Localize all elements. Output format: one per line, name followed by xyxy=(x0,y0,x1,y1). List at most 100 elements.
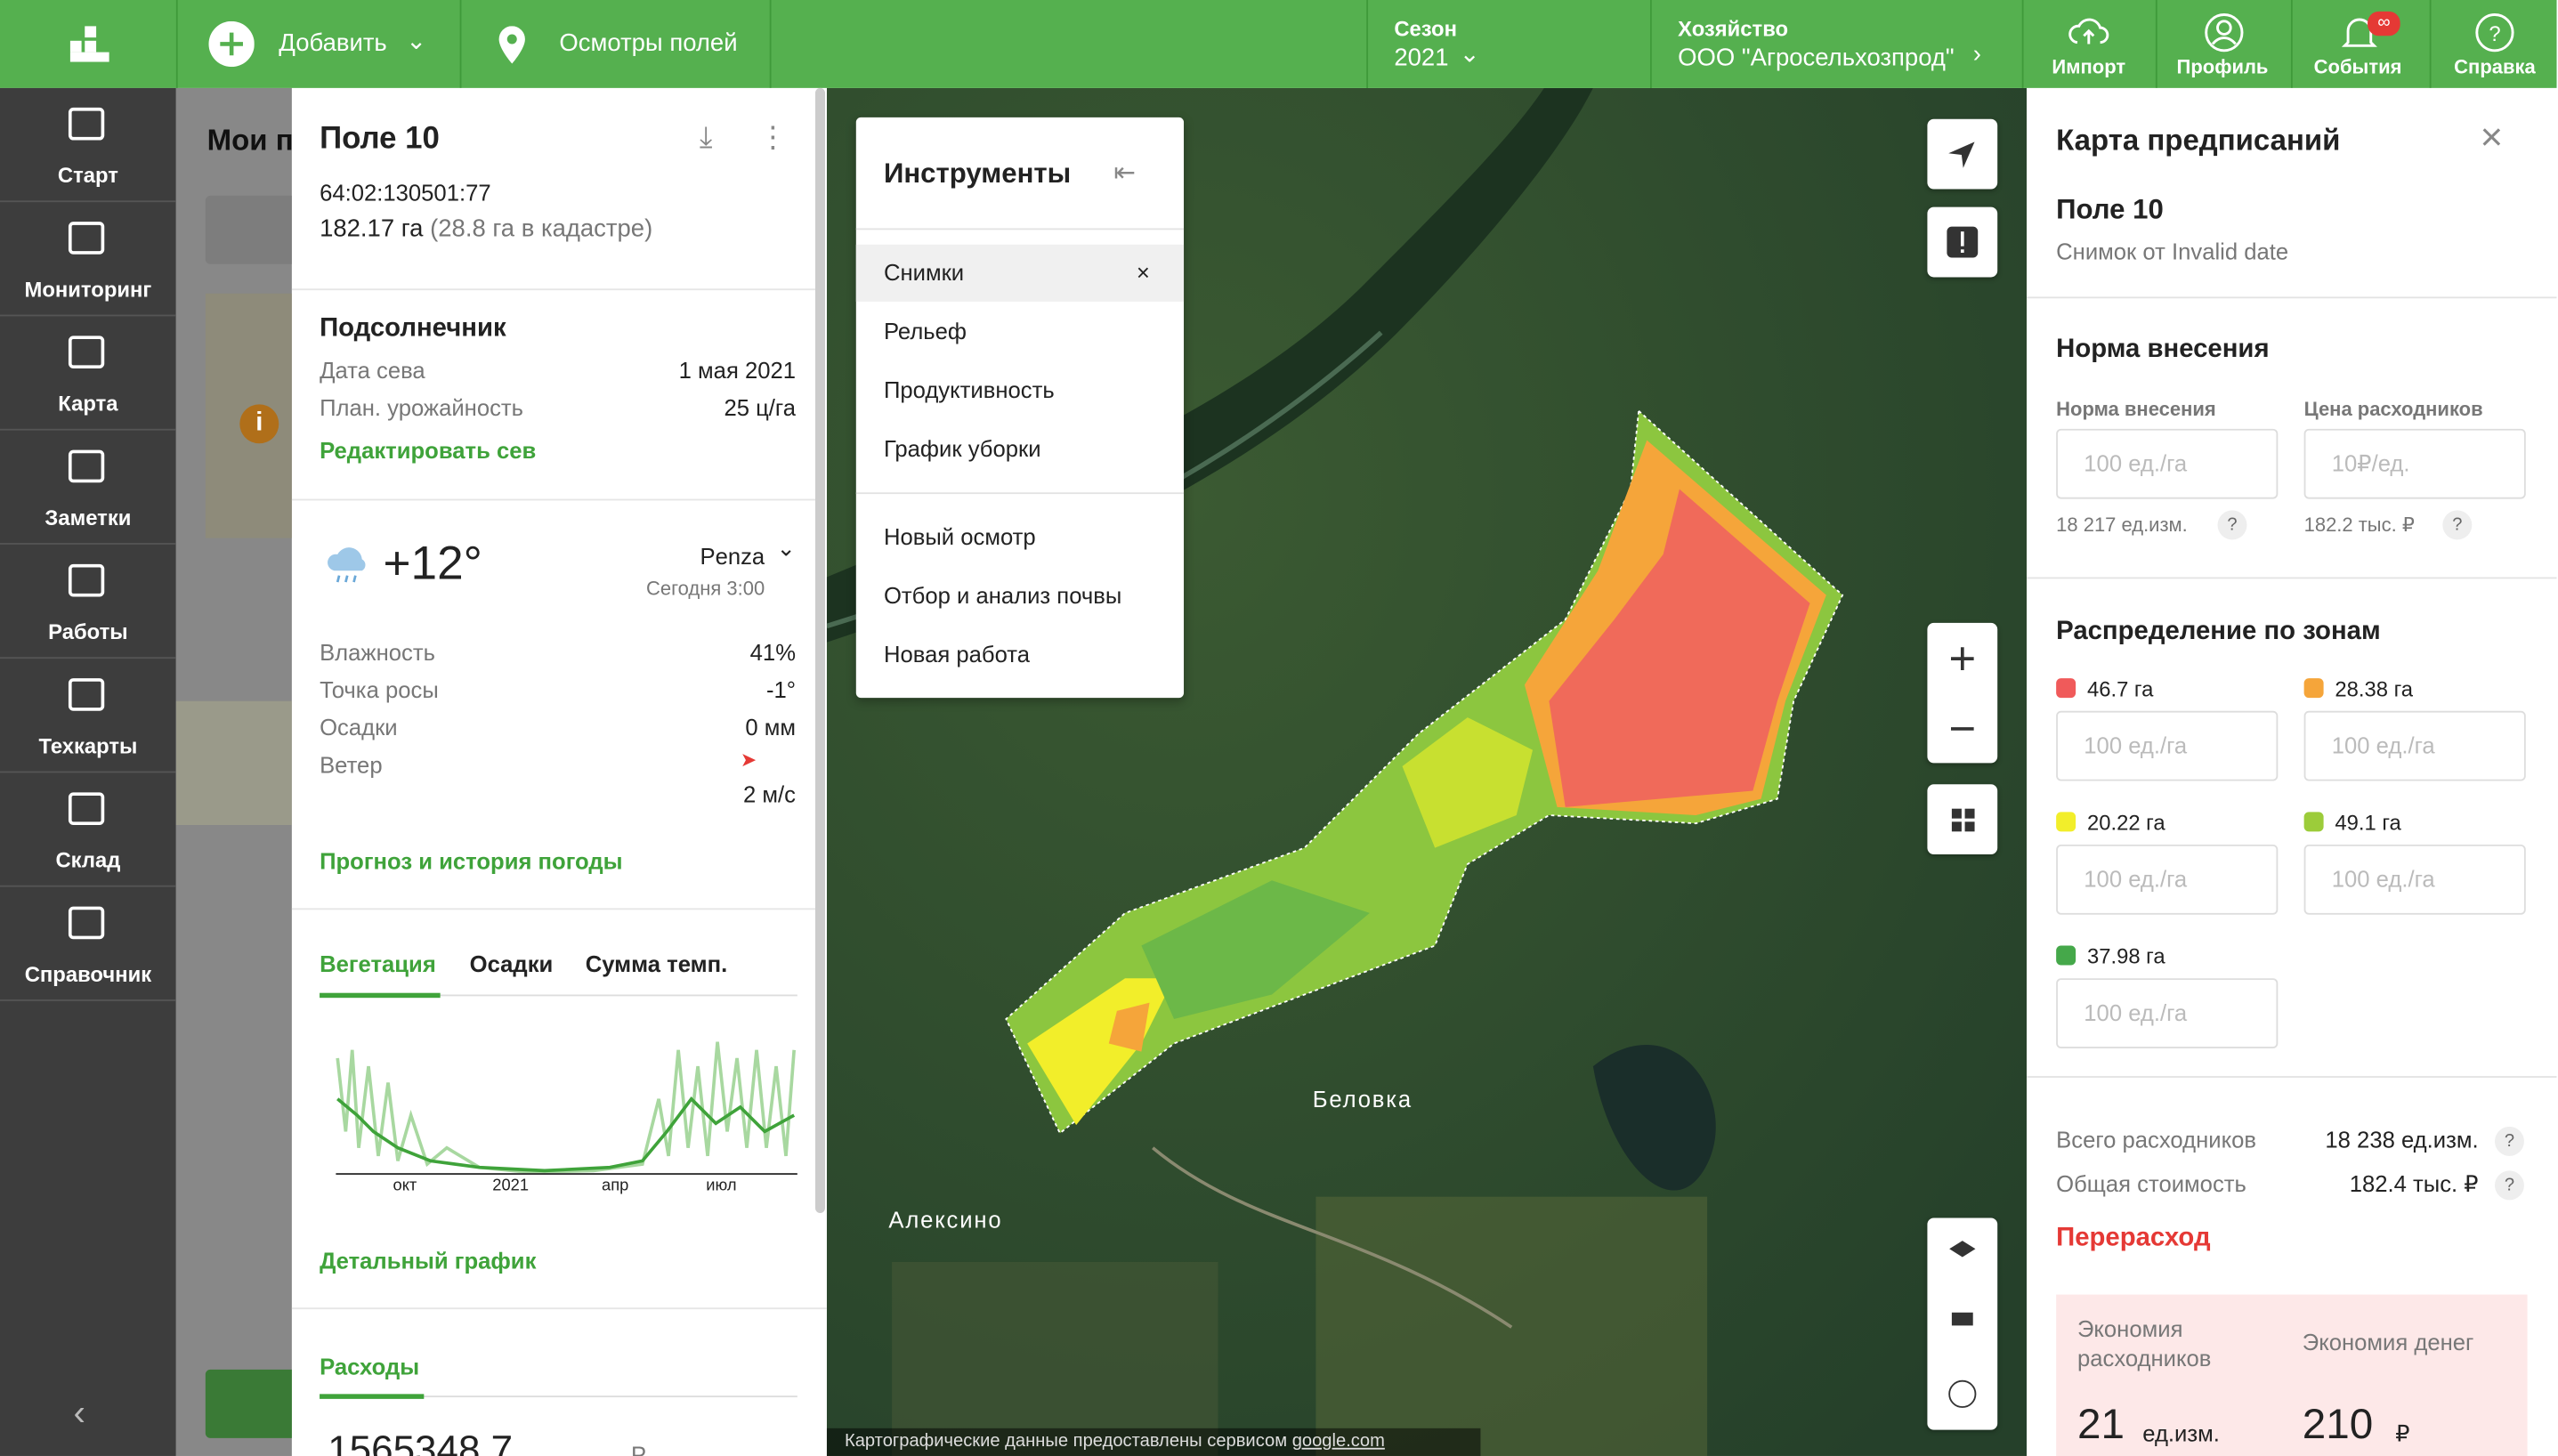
rate-total: 18 217 ед.изм. xyxy=(2056,514,2188,537)
import-button[interactable]: Импорт xyxy=(2052,55,2126,78)
sidebar-item[interactable]: Карта xyxy=(0,316,176,431)
collapse-sidebar[interactable]: ‹ xyxy=(73,1392,85,1434)
season-label: Сезон xyxy=(1394,16,1458,41)
add-button[interactable]: Добавить xyxy=(279,28,387,58)
sidebar-item[interactable]: Мониторинг xyxy=(0,202,176,317)
profile-button[interactable]: Профиль xyxy=(2176,55,2269,78)
price-input[interactable]: 10₽/ед. xyxy=(2303,428,2526,499)
forecast-link[interactable]: Прогноз и история погоды xyxy=(320,847,623,874)
label: План. урожайность xyxy=(320,394,524,421)
edit-sowing-link[interactable]: Редактировать сев xyxy=(320,436,537,464)
tool-item[interactable]: Снимки xyxy=(883,259,965,286)
zone-area: 46.7 га xyxy=(2086,676,2154,701)
place-label: Беловка xyxy=(1313,1088,1413,1112)
tab[interactable]: Сумма темп. xyxy=(585,950,728,977)
sidebar-label[interactable]: Заметки xyxy=(45,505,132,530)
zone-area: 49.1 га xyxy=(2335,810,2401,835)
sidebar-label[interactable]: Техкарты xyxy=(38,733,138,758)
events-button[interactable]: События xyxy=(2313,55,2402,78)
zone-area: 37.98 га xyxy=(2086,943,2165,969)
zone-input[interactable]: 100 ед./га xyxy=(2056,844,2279,915)
close-button[interactable]: × xyxy=(2480,116,2504,160)
attribution-link[interactable]: google.com xyxy=(1291,1431,1385,1452)
detail-link[interactable]: Детальный график xyxy=(320,1247,537,1274)
rate-input[interactable]: 100 ед./га xyxy=(2056,428,2279,499)
tool-action[interactable]: Отбор и анализ почвы xyxy=(883,582,1122,609)
tool-item[interactable]: Рельеф xyxy=(883,318,967,344)
locate-button[interactable] xyxy=(1927,118,1998,190)
tool-action[interactable]: Новый осмотр xyxy=(883,523,1036,550)
inspections-button[interactable]: Осмотры полей xyxy=(559,28,738,58)
section-title: Распределение по зонам xyxy=(2056,618,2381,646)
zone-input[interactable]: 100 ед./га xyxy=(2056,710,2279,781)
tool-close[interactable]: × xyxy=(1136,259,1150,286)
sidebar-label[interactable]: Справочник xyxy=(24,961,152,987)
sidebar-label[interactable]: Склад xyxy=(55,847,121,873)
expenses-value: 1565348.7 xyxy=(328,1428,514,1456)
label: Экономия денег xyxy=(2302,1329,2474,1355)
sidebar-label[interactable]: Карта xyxy=(58,391,118,417)
zoom-buttons[interactable] xyxy=(1927,622,1998,764)
sidebar-item[interactable]: Заметки xyxy=(0,431,176,545)
sidebar-icon xyxy=(68,336,105,369)
zone-swatch xyxy=(2056,945,2076,966)
money-value: 210 xyxy=(2302,1398,2374,1448)
top-bar: Добавить ⌄ Осмотры полей Сезон 2021 ⌄ Хо… xyxy=(0,0,2557,88)
label: Норма внесения xyxy=(2056,398,2216,421)
tool-item[interactable]: График уборки xyxy=(883,435,1041,462)
section-title: Норма внесения xyxy=(2056,336,2270,364)
location[interactable]: Penza xyxy=(700,543,765,570)
value: 25 ц/га xyxy=(724,394,797,421)
help-button[interactable]: Справка xyxy=(2454,55,2536,78)
zone-input[interactable]: 100 ед./га xyxy=(2303,710,2526,781)
alert-button[interactable] xyxy=(1927,206,1998,278)
sidebar-label[interactable]: Мониторинг xyxy=(24,277,152,302)
tab[interactable]: Осадки xyxy=(469,950,554,977)
chart-tick: 2021 xyxy=(492,1177,530,1195)
sidebar-icon xyxy=(68,792,105,825)
help-icon[interactable]: ? xyxy=(2442,510,2473,540)
weather-time: Сегодня 3:00 xyxy=(646,577,765,601)
sidebar-item[interactable]: Работы xyxy=(0,545,176,659)
help-icon[interactable]: ? xyxy=(2217,510,2247,540)
help-icon[interactable]: ? xyxy=(2494,1126,2524,1156)
cadastral: 64:02:130501:77 xyxy=(320,179,491,206)
attribution-text: Картографические данные предоставлены се… xyxy=(844,1431,1288,1452)
collapse-icon[interactable]: ⇤ xyxy=(1113,159,1136,188)
sidebar-item[interactable]: Техкарты xyxy=(0,659,176,773)
layer-buttons[interactable] xyxy=(1927,1217,1998,1430)
tab[interactable]: Вегетация xyxy=(320,950,436,977)
place-label: Алексино xyxy=(888,1208,1002,1233)
help-icon[interactable]: ? xyxy=(2494,1170,2524,1201)
zone-input[interactable]: 100 ед./га xyxy=(2303,844,2526,915)
zone-area: 28.38 га xyxy=(2335,676,2414,701)
sidebar-item[interactable]: Склад xyxy=(0,772,176,887)
season-value[interactable]: 2021 xyxy=(1394,44,1449,72)
sidebar-icon xyxy=(68,678,105,711)
sidebar-label[interactable]: Старт xyxy=(57,163,118,188)
more-icon[interactable]: ⋮ xyxy=(757,120,788,154)
tool-item[interactable]: Продуктивность xyxy=(883,376,1055,403)
events-badge: ∞ xyxy=(2368,11,2400,36)
grid-button[interactable] xyxy=(1927,784,1998,854)
tab[interactable]: Расходы xyxy=(320,1353,420,1379)
sidebar-icon xyxy=(68,449,105,483)
attribution: Картографические данные предоставлены се… xyxy=(826,1428,1481,1456)
farm-value[interactable]: ООО "Агросельхозпрод" xyxy=(1678,44,1955,72)
download-icon[interactable]: ⤓ xyxy=(699,120,713,154)
weather-label: Влажность xyxy=(320,639,435,666)
sidebar-item[interactable]: Старт xyxy=(0,88,176,203)
zone-input[interactable]: 100 ед./га xyxy=(2056,978,2279,1048)
zone-swatch xyxy=(2056,678,2076,699)
crop: Подсолнечник xyxy=(320,314,506,343)
label: Экономия расходников xyxy=(2076,1315,2212,1371)
sidebar-item[interactable]: Справочник xyxy=(0,887,176,1001)
area-note: (28.8 га в кадастре) xyxy=(430,214,653,243)
label: Цена расходников xyxy=(2303,398,2483,421)
sidebar-label[interactable]: Работы xyxy=(48,619,128,644)
weather-value: 2 м/с xyxy=(743,781,797,807)
tool-action[interactable]: Новая работа xyxy=(883,640,1030,667)
savings-box: Экономия расходников Экономия денег 21 е… xyxy=(2056,1294,2528,1456)
